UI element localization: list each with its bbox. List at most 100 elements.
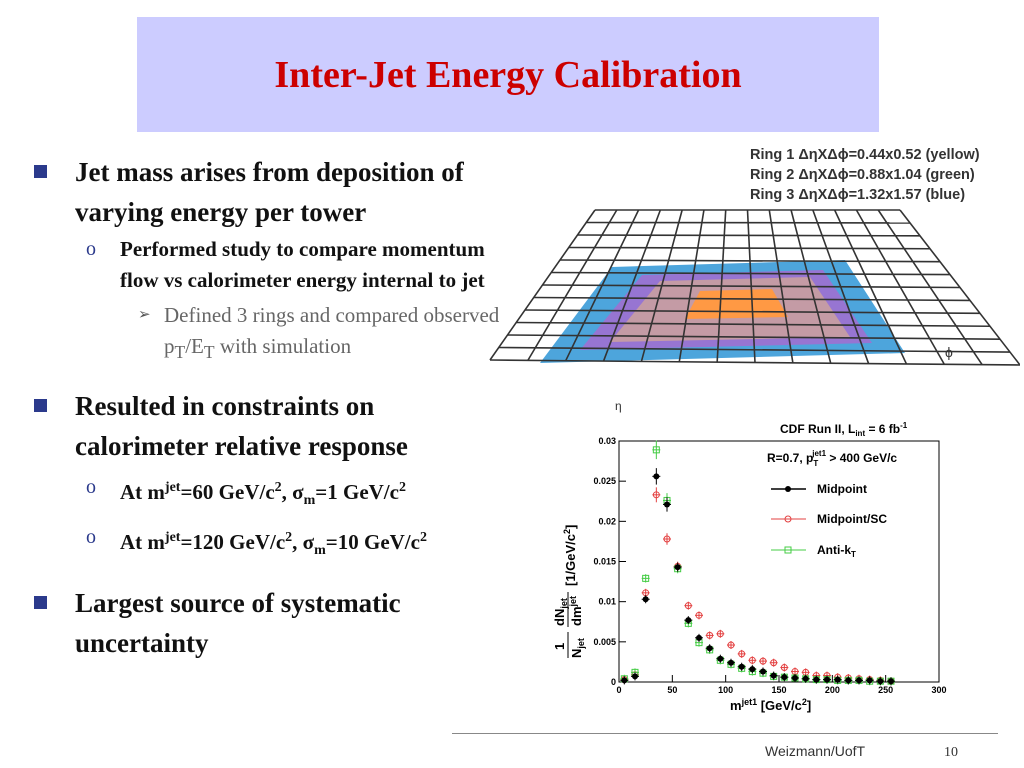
data-point (845, 677, 852, 684)
t7: =10 GeV/c (325, 530, 420, 555)
data-point (781, 674, 788, 681)
data-point (728, 659, 734, 666)
chart-title: CDF Run II, Lint = 6 fb-1 (780, 421, 908, 438)
mass-distribution-chart: 0 50 100 150 200 250 300 0 0.005 0.01 0.015 0.02 0.0… (552, 421, 947, 713)
data-point (663, 535, 671, 543)
y-d-den: dmjet (568, 596, 584, 626)
bullet-constraints: Resulted in constraints on calorimeter r… (30, 386, 505, 466)
grid-line (551, 271, 951, 276)
data-point (684, 602, 692, 610)
bullet-jet-mass: Jet mass arises from deposition of varyi… (30, 152, 505, 232)
y-tick-label: 0.01 (598, 597, 616, 607)
grid-line (568, 246, 931, 250)
legend-marker-antikt (784, 546, 792, 554)
data-point (888, 678, 894, 685)
data-point (792, 674, 798, 681)
t8: 2 (398, 480, 406, 496)
page-number: 10 (944, 745, 958, 760)
slide-title: Inter-Jet Energy Calibration (274, 53, 742, 96)
chart-subtitle: R=0.7, pTjet1 > 400 GeV/c (767, 449, 897, 468)
grid-line (559, 259, 941, 263)
data-point (738, 663, 745, 670)
x-tick-label: 100 (718, 685, 733, 695)
x-tick-label: 50 (667, 685, 677, 695)
x-tick-label: 0 (616, 685, 621, 695)
sub-bullet-m60: o At mjet=60 GeV/c2, σm=1 GeV/c2 (30, 472, 505, 516)
grid-line (516, 321, 991, 328)
t4: 2 (274, 480, 282, 496)
square-bullet-icon (34, 595, 47, 609)
t3: =60 GeV/c (180, 480, 275, 505)
grid-line (524, 309, 981, 315)
y-unit: [1/GeV/c2] (562, 525, 578, 586)
data-point (727, 641, 735, 649)
grid-line (498, 346, 1011, 353)
sub-sub-bullet-rings: ➢ Defined 3 rings and compared observed … (30, 300, 505, 368)
text-c: /E (185, 334, 204, 358)
bullet-systematic: Largest source of systematic uncertainty (30, 583, 505, 663)
y-frac-den: Njet (569, 638, 586, 658)
y-tick-label: 0.005 (593, 637, 616, 647)
ring-1-label: Ring 1 ΔηXΔϕ=0.44x0.52 (yellow) (750, 147, 980, 163)
data-point (717, 655, 724, 662)
square-bullet-icon (34, 165, 47, 178)
y-tick-label: 0.03 (598, 436, 616, 446)
data-point (759, 657, 767, 665)
t2: jet (164, 530, 181, 546)
legend: Midpoint Midpoint/SC Anti-kT (771, 482, 887, 559)
sub-bullet-study: o Performed study to compare momentum fl… (30, 234, 505, 296)
title-banner: Inter-Jet Energy Calibration (137, 17, 879, 132)
legend-label-antikt: Anti-kT (817, 543, 856, 559)
t2: jet (164, 480, 181, 496)
plot-frame (618, 440, 940, 683)
square-bullet-icon (34, 399, 47, 413)
y-tick-label: 0 (611, 677, 616, 687)
ring-1-region (685, 289, 788, 319)
grid-line (533, 296, 971, 302)
bullet-text: Jet mass arises from deposition of varyi… (75, 157, 464, 227)
axes-ticks: 0 50 100 150 200 250 300 0 0.005 0.01 0.015 0.02 0.0… (593, 436, 946, 695)
data-point (748, 656, 756, 664)
data-point (642, 596, 649, 603)
arrow-bullet-icon: ➢ (138, 307, 151, 323)
data-point (652, 446, 660, 454)
t6: m (303, 493, 316, 509)
series-layer (620, 440, 895, 686)
data-point (760, 668, 766, 675)
circle-bullet-icon: o (86, 526, 96, 549)
text-sub-t: T (174, 342, 186, 363)
data-point (642, 574, 650, 582)
grid-lines (489, 209, 1020, 366)
grid-line (507, 334, 1001, 340)
x-tick-label: 200 (825, 685, 840, 695)
data-point (706, 631, 714, 639)
data-point (866, 677, 873, 684)
text-sub-t2: T (203, 342, 215, 363)
data-point (696, 634, 702, 641)
data-point (738, 650, 746, 658)
data-point (685, 617, 692, 624)
data-point (770, 672, 777, 679)
footer-divider (452, 733, 998, 734)
t6: m (314, 543, 326, 559)
data-point (653, 473, 660, 480)
grid-line (489, 359, 1020, 366)
y-d-num: dNjet (552, 598, 569, 626)
data-point (877, 678, 884, 685)
data-point (780, 664, 788, 672)
legend-marker-midpoint (785, 486, 791, 492)
x-axis-label: mjet1 [GeV/c2] (730, 697, 811, 713)
sub-bullet-text: Performed study to compare momentum flow… (120, 237, 485, 292)
text-a: Defined 3 rings and compared observed p (164, 303, 500, 358)
circle-bullet-icon: o (86, 476, 96, 499)
ring-legend: Ring 1 ΔηXΔϕ=0.44x0.52 (yellow) Ring 2 Δ… (750, 145, 980, 205)
data-point (749, 666, 756, 673)
data-point (632, 673, 638, 680)
t8: 2 (419, 530, 427, 546)
legend-label-midpoint: Midpoint (817, 482, 867, 496)
y-frac-num: 1 (552, 643, 567, 650)
grid-line (577, 234, 921, 237)
data-point (652, 491, 660, 499)
ring-3-label: Ring 3 ΔηXΔϕ=1.32x1.57 (blue) (750, 187, 966, 203)
footer-org: Weizmann/UofT (765, 743, 866, 759)
